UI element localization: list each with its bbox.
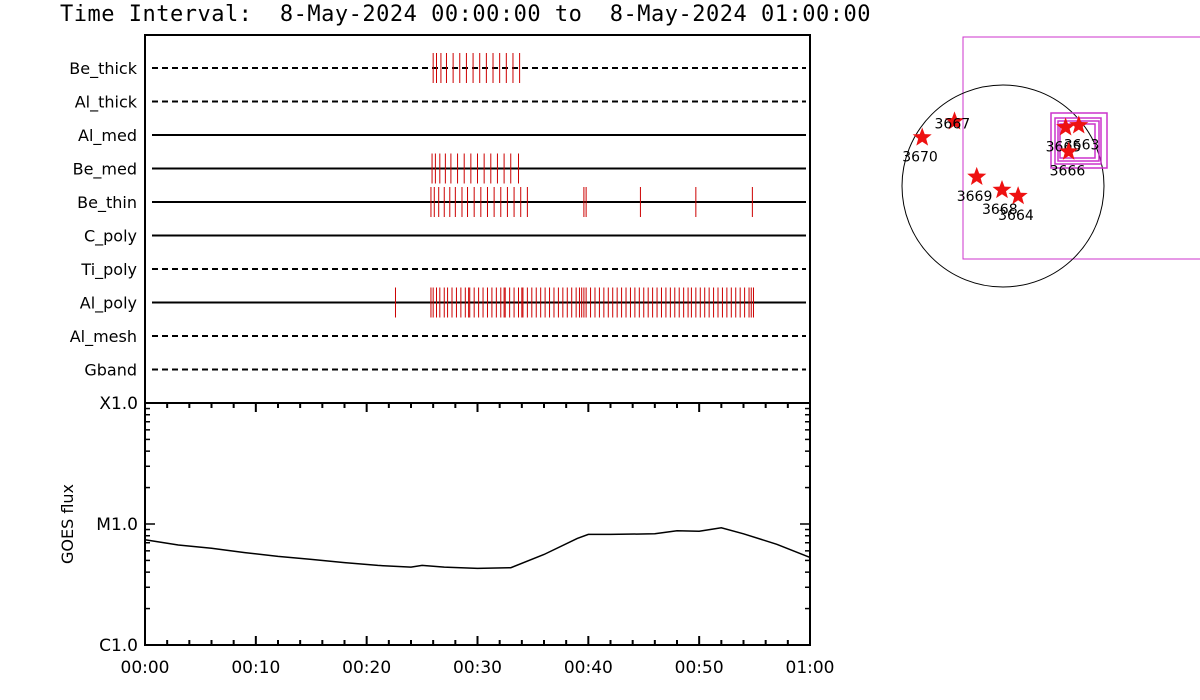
region-label: 3668 — [982, 202, 1018, 218]
region-star — [1069, 115, 1089, 134]
channel-label: Be_med — [73, 160, 137, 180]
x-tick-label: 00:20 — [342, 658, 391, 678]
channel-label: Be_thin — [77, 193, 137, 213]
region-label: 3664 — [998, 208, 1034, 224]
x-tick-label: 00:00 — [121, 658, 170, 678]
channel-label: Be_thick — [69, 59, 137, 79]
x-tick-label: 01:00 — [786, 658, 835, 678]
channel-label: C_poly — [84, 227, 137, 247]
x-tick-label: 00:30 — [453, 658, 502, 678]
y-axis-label: GOES flux — [58, 484, 77, 564]
region-label: 3667 — [935, 116, 971, 132]
filter-timeline-panel: Be_thick Al_thick Al_med Be_med Be_thin C_pol… — [69, 34, 811, 404]
region-star — [912, 127, 932, 146]
x-tick-label: 00:50 — [675, 658, 724, 678]
region-star — [1059, 141, 1079, 160]
region-star — [945, 111, 964, 130]
y-tick-label: M1.0 — [96, 515, 138, 535]
timeline-frame — [144, 34, 811, 404]
solar-disk — [901, 84, 1105, 288]
goes-frame — [144, 402, 811, 646]
channel-label: Al_med — [78, 126, 137, 146]
region-star — [1008, 186, 1028, 205]
region-label: 3666 — [1050, 164, 1086, 180]
pointing-box — [1050, 112, 1108, 169]
region-star — [1056, 117, 1076, 136]
region-star — [992, 180, 1012, 199]
x-tick-label: 00:40 — [564, 658, 613, 678]
time-interval-title: Time Interval: 8-May-2024 00:00:00 to 8-… — [60, 2, 871, 27]
y-tick-label: X1.0 — [99, 394, 138, 414]
goes-flux-line — [144, 527, 811, 570]
goes-flux-panel: 00:00 00:10 00:20 00:30 00:40 00:50 01:00 X1.0 M… — [58, 394, 835, 678]
channel-label: Al_thick — [75, 93, 138, 113]
field-of-view-box — [962, 36, 1200, 260]
region-label: 3670 — [902, 150, 938, 166]
y-tick-label: C1.0 — [99, 636, 138, 656]
channel-label: Al_poly — [80, 294, 137, 314]
channel-label: Al_mesh — [70, 327, 137, 347]
region-label: 3669 — [957, 189, 993, 205]
channel-label: Ti_poly — [80, 260, 137, 280]
region-star — [967, 166, 987, 185]
x-tick-label: 00:10 — [231, 658, 280, 678]
channel-label: Gband — [84, 361, 137, 380]
